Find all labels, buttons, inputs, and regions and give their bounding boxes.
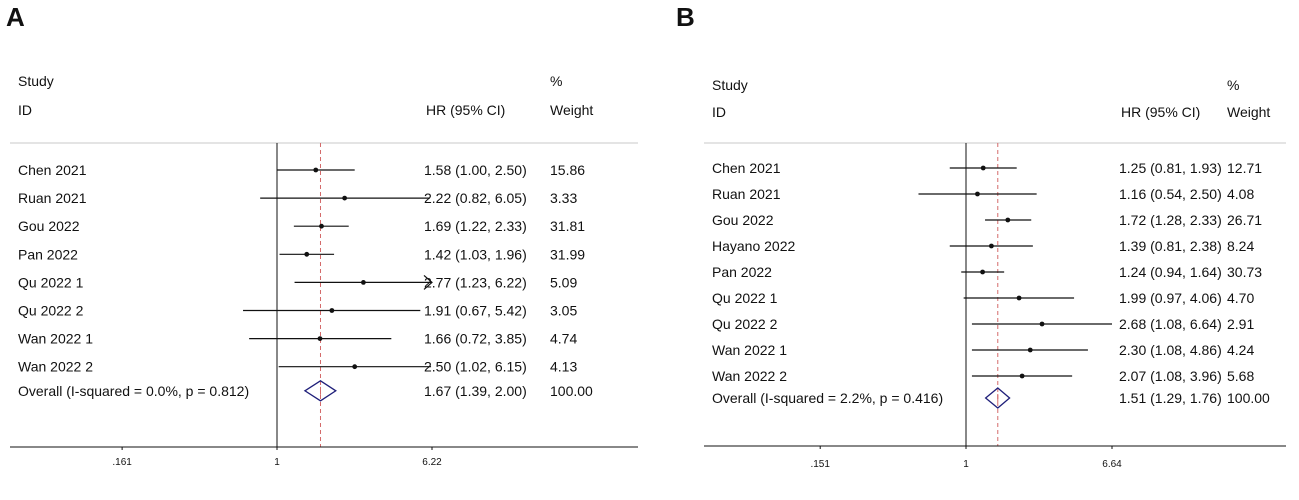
study-label-b: Gou 2022 — [712, 212, 774, 228]
weight-value-a: 31.99 — [550, 246, 585, 262]
header-weight-b: Weight — [1227, 104, 1270, 120]
weight-value-b: 8.24 — [1227, 238, 1254, 254]
header-id-b: ID — [712, 104, 726, 120]
weight-value-b: 4.08 — [1227, 186, 1254, 202]
x-tick-label-b: .151 — [810, 459, 830, 470]
x-tick-label-a: 1 — [274, 457, 280, 468]
point-estimate-a — [319, 223, 324, 229]
point-estimate-a — [313, 167, 319, 173]
hr-ci-value-a: 1.42 (1.03, 1.96) — [424, 246, 527, 262]
point-estimate-b — [1005, 217, 1011, 223]
x-tick-label-a: 6.22 — [422, 457, 442, 468]
overall-hr-ci-a: 1.67 (1.39, 2.00) — [424, 383, 527, 399]
weight-value-b: 30.73 — [1227, 264, 1262, 280]
panel-a-label: A — [6, 2, 25, 32]
weight-value-b: 12.71 — [1227, 160, 1262, 176]
overall-weight-a: 100.00 — [550, 383, 593, 399]
study-label-a: Ruan 2021 — [18, 190, 87, 206]
header-percent-b: % — [1227, 77, 1239, 93]
point-estimate-a — [342, 195, 348, 201]
overall-weight-b: 100.00 — [1227, 390, 1270, 406]
study-label-a: Qu 2022 1 — [18, 274, 84, 290]
overall-hr-ci-b: 1.51 (1.29, 1.76) — [1119, 390, 1222, 406]
hr-ci-value-b: 1.25 (0.81, 1.93) — [1119, 160, 1222, 176]
hr-ci-value-b: 1.16 (0.54, 2.50) — [1119, 186, 1222, 202]
x-tick-label-b: 1 — [963, 459, 969, 470]
weight-value-a: 15.86 — [550, 162, 585, 178]
hr-ci-value-b: 1.39 (0.81, 2.38) — [1119, 238, 1222, 254]
point-estimate-b — [980, 165, 986, 171]
weight-value-b: 4.24 — [1227, 342, 1254, 358]
header-weight-a: Weight — [550, 102, 593, 118]
header-study-a: Study — [18, 73, 54, 89]
header-id-a: ID — [18, 102, 32, 118]
study-label-b: Qu 2022 1 — [712, 290, 778, 306]
study-label-a: Wan 2022 2 — [18, 359, 93, 375]
hr-ci-value-a: 2.77 (1.23, 6.22) — [424, 274, 527, 290]
study-label-a: Qu 2022 2 — [18, 303, 84, 319]
point-estimate-b — [975, 191, 980, 197]
point-estimate-a — [317, 336, 323, 341]
study-label-a: Wan 2022 1 — [18, 331, 93, 347]
hr-ci-value-a: 1.66 (0.72, 3.85) — [424, 331, 527, 347]
point-estimate-a — [361, 280, 366, 285]
overall-diamond-b — [984, 387, 1011, 409]
overall-label-a: Overall (I-squared = 0.0%, p = 0.812) — [18, 383, 249, 399]
study-label-a: Gou 2022 — [18, 218, 80, 234]
study-label-b: Pan 2022 — [712, 264, 772, 280]
point-estimate-b — [1039, 321, 1045, 327]
header-percent-a: % — [550, 73, 562, 89]
study-label-b: Ruan 2021 — [712, 186, 781, 202]
weight-value-a: 4.13 — [550, 359, 577, 375]
weight-value-a: 4.74 — [550, 331, 577, 347]
header-study-b: Study — [712, 77, 748, 93]
weight-value-b: 4.70 — [1227, 290, 1254, 306]
hr-ci-value-b: 1.72 (1.28, 2.33) — [1119, 212, 1222, 228]
point-estimate-a — [304, 251, 310, 257]
hr-ci-value-a: 2.22 (0.82, 6.05) — [424, 190, 527, 206]
weight-value-b: 26.71 — [1227, 212, 1262, 228]
forest-plot-a: Study ID HR (95% CI)% Weight Chen 2021 1.58 (… — [10, 73, 638, 468]
hr-ci-value-b: 1.99 (0.97, 4.06) — [1119, 290, 1222, 306]
hr-ci-value-a: 2.50 (1.02, 6.15) — [424, 359, 527, 375]
point-estimate-b — [1019, 373, 1025, 379]
study-label-a: Chen 2021 — [18, 162, 87, 178]
study-label-b: Qu 2022 2 — [712, 316, 778, 332]
forest-plot-b: Study ID HR (95% CI)% Weight Chen 2021 1.25 (… — [704, 77, 1286, 470]
weight-value-a: 3.05 — [550, 303, 577, 319]
x-tick-label-b: 6.64 — [1102, 459, 1122, 470]
study-label-b: Wan 2022 2 — [712, 368, 787, 384]
hr-ci-value-b: 1.24 (0.94, 1.64) — [1119, 264, 1222, 280]
point-estimate-a — [329, 308, 335, 313]
weight-value-a: 5.09 — [550, 274, 577, 290]
point-estimate-b — [988, 243, 994, 249]
overall-diamond-a — [303, 380, 337, 402]
header-hr-ci-a: HR (95% CI) — [426, 102, 505, 118]
point-estimate-a — [352, 364, 358, 370]
hr-ci-value-a: 1.91 (0.67, 5.42) — [424, 303, 527, 319]
header-hr-ci-b: HR (95% CI) — [1121, 104, 1200, 120]
x-tick-label-a: .161 — [112, 457, 132, 468]
weight-value-a: 31.81 — [550, 218, 585, 234]
hr-ci-value-a: 1.58 (1.00, 2.50) — [424, 162, 527, 178]
hr-ci-value-b: 2.30 (1.08, 4.86) — [1119, 342, 1222, 358]
weight-value-a: 3.33 — [550, 190, 577, 206]
panel-b-label: B — [676, 2, 695, 32]
point-estimate-b — [1027, 347, 1033, 353]
study-label-b: Hayano 2022 — [712, 238, 796, 254]
study-label-a: Pan 2022 — [18, 246, 78, 262]
study-label-b: Wan 2022 1 — [712, 342, 787, 358]
ci-arrow-a — [423, 274, 433, 290]
hr-ci-value-b: 2.07 (1.08, 3.96) — [1119, 368, 1222, 384]
point-estimate-b — [980, 269, 985, 275]
study-label-b: Chen 2021 — [712, 160, 781, 176]
overall-label-b: Overall (I-squared = 2.2%, p = 0.416) — [712, 390, 943, 406]
weight-value-b: 2.91 — [1227, 316, 1254, 332]
weight-value-b: 5.68 — [1227, 368, 1254, 384]
hr-ci-value-a: 1.69 (1.22, 2.33) — [424, 218, 527, 234]
hr-ci-value-b: 2.68 (1.08, 6.64) — [1119, 316, 1222, 332]
point-estimate-b — [1016, 295, 1022, 301]
